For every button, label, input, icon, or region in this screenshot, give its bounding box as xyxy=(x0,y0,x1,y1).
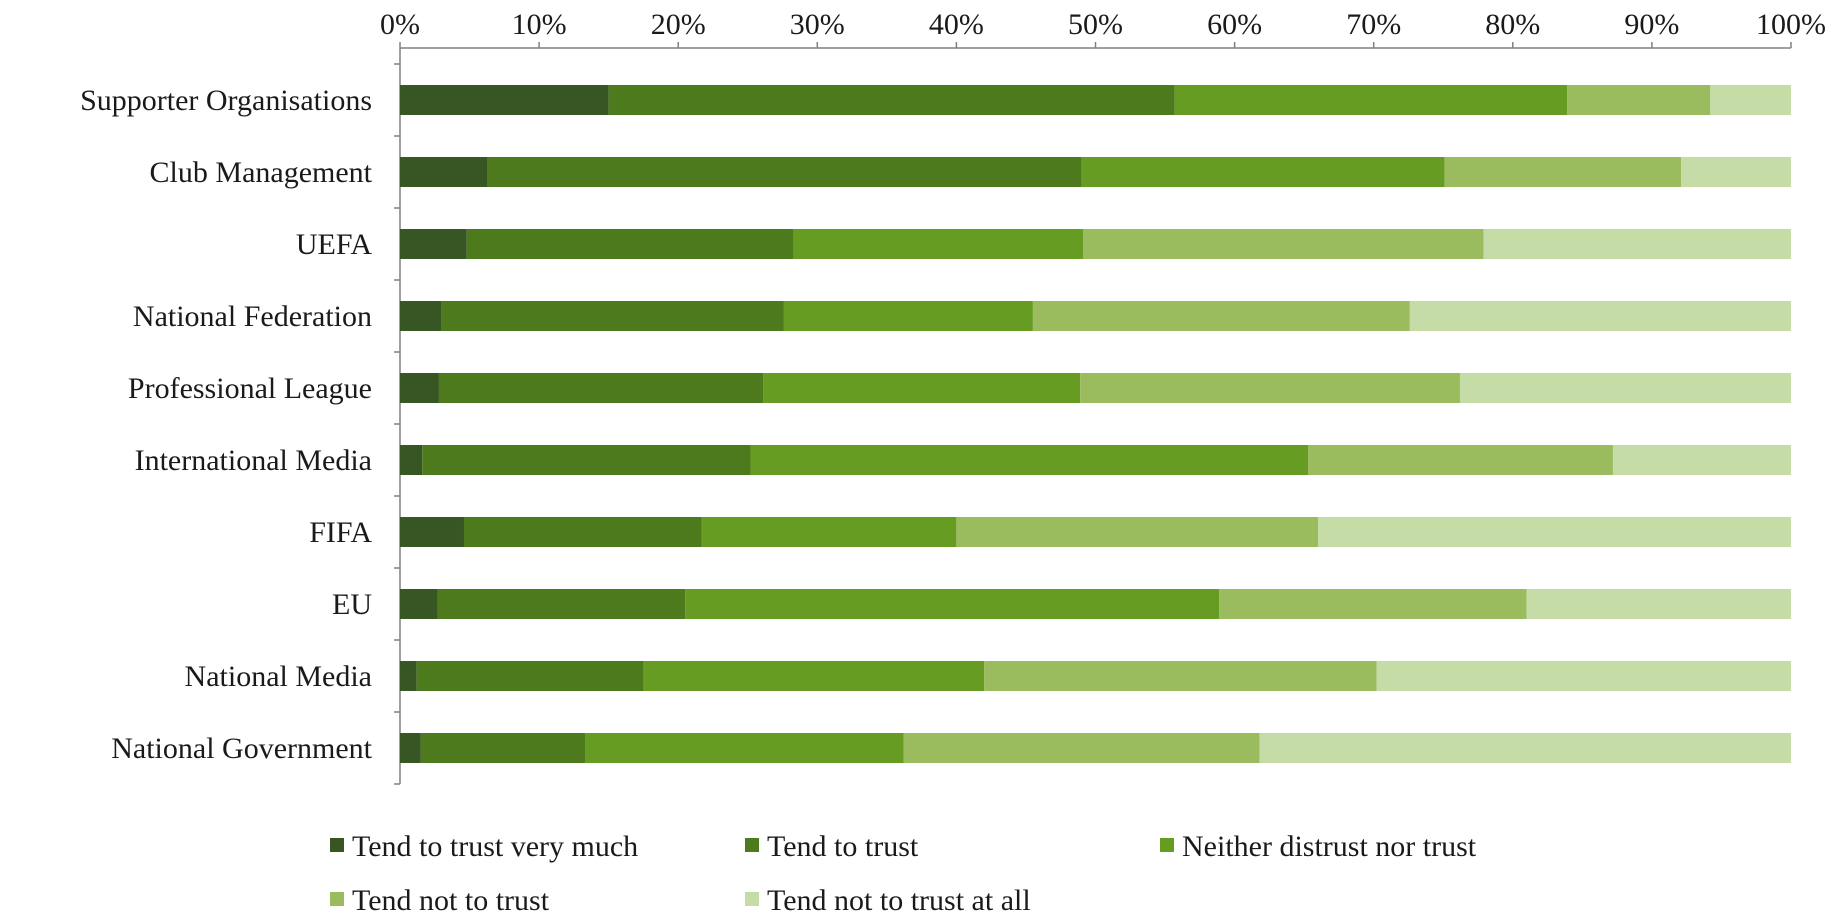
bar-segment xyxy=(1219,589,1527,619)
category-label: Professional League xyxy=(128,372,372,405)
legend-swatch xyxy=(330,838,344,852)
category-label: UEFA xyxy=(296,228,372,261)
legend-label: Tend not to trust at all xyxy=(767,884,1031,917)
bar-segment xyxy=(400,157,488,187)
bar-segment xyxy=(400,301,442,331)
bar-segment xyxy=(685,589,1220,619)
legend-label: Tend to trust xyxy=(767,830,919,863)
x-tick-label: 30% xyxy=(790,8,845,41)
bar-segment xyxy=(1032,301,1410,331)
bar-segment xyxy=(438,373,764,403)
x-tick-label: 50% xyxy=(1068,8,1123,41)
bar-segment xyxy=(1318,517,1791,547)
bar-segment xyxy=(1376,661,1791,691)
category-label: National Media xyxy=(185,660,372,693)
category-label: Club Management xyxy=(150,156,373,189)
bar-segment xyxy=(441,301,784,331)
bar-segment xyxy=(956,517,1319,547)
bar-segment xyxy=(1483,229,1791,259)
bar-segment xyxy=(1681,157,1791,187)
legend-swatch xyxy=(1160,838,1174,852)
category-label: EU xyxy=(332,588,372,621)
x-tick-label: 40% xyxy=(929,8,984,41)
x-tick-label: 20% xyxy=(651,8,706,41)
legend-label: Tend to trust very much xyxy=(352,830,638,863)
bar-segment xyxy=(1081,157,1445,187)
category-label: Supporter Organisations xyxy=(80,84,372,117)
bar-segment xyxy=(400,517,464,547)
bar-segment xyxy=(437,589,686,619)
bar-segment xyxy=(793,229,1083,259)
legend-swatch xyxy=(330,892,344,906)
category-label: International Media xyxy=(135,444,372,477)
bar-segment xyxy=(400,445,423,475)
legend: Tend to trust very much Tend to trust Neit… xyxy=(330,830,1477,917)
x-tick-label: 80% xyxy=(1485,8,1540,41)
bar-segment xyxy=(984,661,1377,691)
bars-layer xyxy=(400,85,1791,763)
bar-segment xyxy=(701,517,957,547)
category-label: FIFA xyxy=(309,516,372,549)
axis-layer: 0% 10% 20% 30% 40% 50% 60% 70% 80% 90% 100% xyxy=(380,8,1826,785)
category-labels: Supporter Organisations Club Management UE… xyxy=(80,84,373,765)
bar-segment xyxy=(487,157,1082,187)
bar-segment xyxy=(643,661,985,691)
bar-segment xyxy=(1459,373,1791,403)
category-label: National Government xyxy=(111,732,372,765)
bar-segment xyxy=(463,517,702,547)
bar-segment xyxy=(400,589,438,619)
bar-segment xyxy=(1710,85,1791,115)
bar-segment xyxy=(1612,445,1791,475)
bar-segment xyxy=(750,445,1309,475)
bar-segment xyxy=(1080,373,1460,403)
bar-segment xyxy=(420,733,586,763)
x-tick-label: 60% xyxy=(1207,8,1262,41)
bar-segment xyxy=(1308,445,1613,475)
bar-segment xyxy=(1444,157,1682,187)
x-tick-label: 10% xyxy=(512,8,567,41)
x-tick-label: 100% xyxy=(1756,8,1826,41)
bar-segment xyxy=(1567,85,1711,115)
bar-segment xyxy=(903,733,1260,763)
bar-segment xyxy=(400,373,439,403)
bar-segment xyxy=(1174,85,1568,115)
x-tick-label: 0% xyxy=(380,8,420,41)
bar-segment xyxy=(783,301,1033,331)
bar-segment xyxy=(400,85,609,115)
bar-segment xyxy=(416,661,644,691)
bar-segment xyxy=(1082,229,1484,259)
bar-segment xyxy=(400,661,417,691)
legend-label: Neither distrust nor trust xyxy=(1182,830,1477,863)
x-tick-label: 90% xyxy=(1624,8,1679,41)
bar-segment xyxy=(763,373,1081,403)
bar-segment xyxy=(608,85,1175,115)
bar-segment xyxy=(1259,733,1791,763)
bar-segment xyxy=(585,733,904,763)
bar-segment xyxy=(422,445,751,475)
legend-label: Tend not to trust xyxy=(352,884,550,917)
bar-segment xyxy=(400,229,467,259)
legend-swatch xyxy=(745,838,759,852)
bar-segment xyxy=(466,229,794,259)
legend-swatch xyxy=(745,892,759,906)
bar-segment xyxy=(1526,589,1791,619)
category-label: National Federation xyxy=(133,300,372,333)
bar-segment xyxy=(400,733,421,763)
bar-segment xyxy=(1409,301,1791,331)
x-tick-label: 70% xyxy=(1346,8,1401,41)
